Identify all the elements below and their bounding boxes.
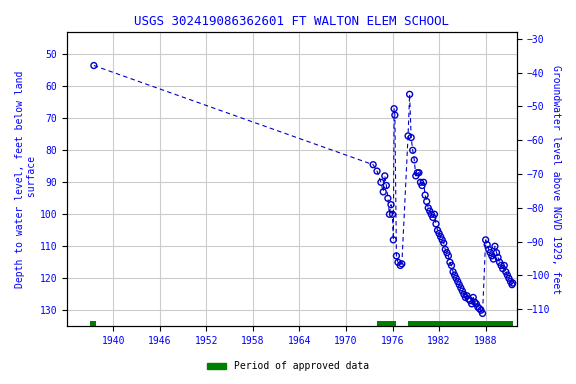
Point: [397, 261, 407, 267]
Point: [431, 221, 441, 227]
Point: [492, 250, 501, 256]
Point: [442, 250, 452, 256]
Point: [386, 202, 396, 208]
Bar: [408, 321, 513, 326]
Point: [429, 214, 438, 220]
Point: [373, 168, 382, 174]
Point: [382, 182, 391, 189]
Point: [389, 237, 398, 243]
Point: [454, 281, 464, 288]
Point: [413, 170, 422, 176]
Point: [438, 237, 447, 243]
Point: [473, 304, 483, 310]
Point: [484, 247, 494, 253]
Point: [475, 306, 484, 312]
Point: [463, 293, 472, 299]
Bar: [90, 321, 96, 326]
Point: [433, 227, 442, 233]
Point: [486, 250, 495, 256]
Point: [472, 301, 481, 307]
Point: [445, 259, 454, 265]
Point: [505, 275, 514, 281]
Point: [436, 233, 445, 240]
Point: [506, 278, 515, 285]
Point: [427, 211, 436, 217]
Point: [391, 112, 400, 118]
Point: [411, 173, 420, 179]
Point: [476, 307, 486, 313]
Point: [447, 262, 456, 268]
Point: [434, 230, 444, 237]
Y-axis label: Depth to water level, feet below land
 surface: Depth to water level, feet below land su…: [15, 70, 37, 288]
Point: [369, 162, 378, 168]
Point: [465, 298, 475, 304]
Point: [410, 157, 419, 163]
Point: [507, 281, 517, 288]
Point: [414, 170, 423, 176]
Point: [422, 199, 431, 205]
Point: [383, 195, 392, 201]
Point: [490, 243, 499, 249]
Point: [420, 192, 430, 198]
Point: [376, 179, 385, 185]
Point: [444, 253, 453, 259]
Point: [418, 182, 427, 189]
Point: [499, 262, 509, 268]
Point: [419, 179, 428, 185]
Point: [494, 254, 503, 260]
Point: [403, 133, 412, 139]
Point: [461, 295, 470, 301]
Point: [425, 208, 434, 214]
Point: [452, 275, 461, 281]
Point: [470, 299, 479, 305]
Point: [495, 259, 504, 265]
Point: [89, 63, 98, 69]
Point: [408, 147, 418, 153]
Point: [458, 288, 467, 294]
Point: [501, 269, 510, 275]
Point: [459, 291, 468, 297]
Point: [508, 280, 517, 286]
Point: [449, 269, 458, 275]
Point: [497, 262, 506, 268]
Point: [481, 237, 490, 243]
Point: [469, 295, 478, 301]
Point: [498, 266, 507, 272]
Point: [389, 106, 399, 112]
Point: [456, 285, 465, 291]
Point: [489, 256, 498, 262]
Point: [450, 272, 459, 278]
Point: [385, 211, 394, 217]
Point: [405, 91, 414, 98]
Bar: [377, 321, 396, 326]
Point: [380, 173, 389, 179]
Point: [388, 211, 397, 217]
Point: [396, 262, 405, 268]
Point: [393, 259, 403, 265]
Legend: Period of approved data: Period of approved data: [203, 358, 373, 375]
Point: [441, 247, 450, 253]
Point: [378, 189, 388, 195]
Title: USGS 302419086362601 FT WALTON ELEM SCHOOL: USGS 302419086362601 FT WALTON ELEM SCHO…: [134, 15, 449, 28]
Point: [392, 253, 401, 259]
Point: [430, 211, 439, 217]
Point: [483, 242, 492, 248]
Y-axis label: Groundwater level above NGVD 1929, feet: Groundwater level above NGVD 1929, feet: [551, 65, 561, 294]
Point: [416, 179, 425, 185]
Point: [439, 240, 448, 246]
Point: [464, 296, 473, 302]
Point: [503, 272, 512, 278]
Point: [407, 134, 416, 141]
Point: [467, 301, 476, 307]
Point: [487, 253, 497, 259]
Point: [453, 278, 463, 285]
Point: [478, 310, 487, 316]
Point: [423, 205, 433, 211]
